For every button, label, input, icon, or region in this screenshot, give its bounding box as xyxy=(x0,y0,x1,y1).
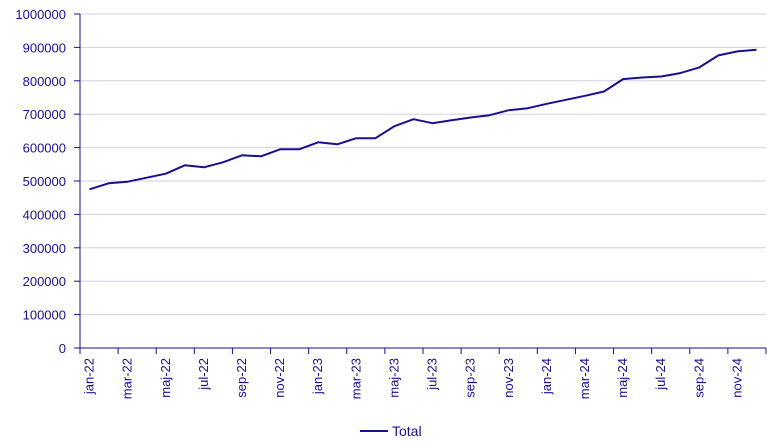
y-tick-label: 700000 xyxy=(23,107,66,122)
x-tick-label: jul-24 xyxy=(653,358,668,391)
x-tick-label: sep-24 xyxy=(691,358,706,398)
legend-label-total: Total xyxy=(392,423,422,439)
y-tick-label: 300000 xyxy=(23,241,66,256)
y-tick-label: 800000 xyxy=(23,74,66,89)
x-tick-label: maj-23 xyxy=(386,358,401,398)
x-tick-label: nov-22 xyxy=(272,358,287,398)
x-tick-label: jul-23 xyxy=(425,358,440,391)
x-tick-label: mar-24 xyxy=(577,358,592,399)
x-tick-label: maj-24 xyxy=(615,358,630,398)
y-tick-label: 400000 xyxy=(23,207,66,222)
y-tick-label: 500000 xyxy=(23,174,66,189)
x-tick-label: sep-23 xyxy=(463,358,478,398)
axes xyxy=(74,13,767,354)
x-tick-label: mar-22 xyxy=(120,358,135,399)
y-tick-label: 600000 xyxy=(23,141,66,156)
y-tick-label: 0 xyxy=(59,341,66,356)
series-line-total xyxy=(89,48,757,191)
x-tick-label: sep-22 xyxy=(234,358,249,398)
x-tick-label: mar-23 xyxy=(348,358,363,399)
legend: Total xyxy=(360,423,422,439)
x-tick-label: jul-22 xyxy=(196,358,211,391)
gridlines xyxy=(80,13,766,316)
x-tick-label: jan-22 xyxy=(82,358,97,395)
y-axis-tick-labels: 0 100000 200000 300000 400000 500000 600000 700… xyxy=(15,7,66,356)
y-tick-label: 1000000 xyxy=(15,7,66,22)
y-tick-label: 100000 xyxy=(23,308,66,323)
x-tick-label: jan-24 xyxy=(539,358,554,395)
y-tick-label: 200000 xyxy=(23,274,66,289)
x-tick-label: nov-23 xyxy=(501,358,516,398)
x-tick-label: nov-24 xyxy=(729,358,744,398)
x-tick-label: jan-23 xyxy=(310,358,325,395)
series-lines xyxy=(89,48,757,191)
x-axis-tick-labels: jan-22 mar-22 maj-22 jul-22 sep-22 nov-22 jan-… xyxy=(82,358,745,399)
x-tick-label: maj-22 xyxy=(158,358,173,398)
y-tick-label: 900000 xyxy=(23,40,66,55)
